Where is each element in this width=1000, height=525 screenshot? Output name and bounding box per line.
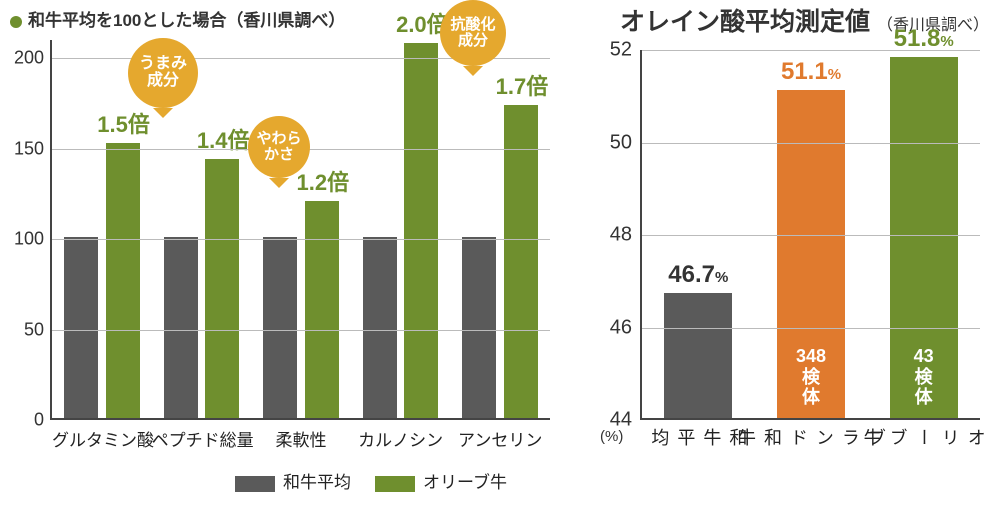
legend-label: 和牛平均: [283, 473, 351, 492]
y-tick-label: 46: [610, 316, 642, 339]
right-bars: 46.7%和牛平均348検体51.1%ブランド和牛43検体51.8%オリーブ牛: [642, 50, 980, 418]
legend-item: オリーブ牛: [375, 468, 507, 493]
legend: 和牛平均 オリーブ牛: [235, 468, 507, 493]
callout-bubble: うまみ成分: [128, 38, 198, 108]
bar: 43検体: [890, 57, 958, 418]
bar-value-label: 1.7倍: [492, 69, 552, 101]
right-plot-area: 46.7%和牛平均348検体51.1%ブランド和牛43検体51.8%オリーブ牛 …: [640, 50, 980, 420]
bar-group: 2.0倍カルノシン: [351, 40, 451, 418]
bar-value-label: 1.4倍: [193, 123, 253, 155]
y-tick-label: 48: [610, 224, 642, 247]
bar-group: 43検体51.8%オリーブ牛: [867, 50, 980, 418]
y-tick-label: 150: [14, 138, 52, 159]
x-tick-label: 柔軟性: [251, 418, 351, 451]
callout-bubble: 抗酸化成分: [440, 0, 506, 66]
x-tick-label: ペプチド総量: [152, 418, 252, 451]
legend-swatch: [375, 476, 415, 492]
y-tick-label: 50: [610, 131, 642, 154]
x-tick-label: カルノシン: [351, 418, 451, 451]
bar-value-label: 51.1%: [781, 58, 841, 86]
right-unit: (%): [600, 428, 623, 445]
bar-olive: [305, 201, 339, 418]
y-tick-label: 100: [14, 229, 52, 250]
left-bars: 1.5倍グルタミン酸1.4倍ペプチド総量1.2倍柔軟性2.0倍カルノシン1.7倍…: [52, 40, 550, 418]
bar-wagyu: [64, 237, 98, 418]
bullet-icon: [10, 16, 22, 28]
bar-wagyu: [462, 237, 496, 418]
y-tick-label: 50: [24, 319, 52, 340]
y-tick-label: 52: [610, 39, 642, 62]
bar-group: 46.7%和牛平均: [642, 50, 755, 418]
left-title-text: 和牛平均を100とした場合（香川県調べ）: [28, 11, 345, 30]
x-tick-label: グルタミン酸: [52, 418, 152, 451]
bar-value-label: 1.2倍: [293, 165, 353, 197]
bar-olive: [404, 43, 438, 418]
bar-olive: [106, 143, 140, 418]
left-plot-area: 1.5倍グルタミン酸1.4倍ペプチド総量1.2倍柔軟性2.0倍カルノシン1.7倍…: [50, 40, 550, 420]
bar-olive: [504, 105, 538, 418]
left-chart: 和牛平均を100とした場合（香川県調べ） 1.5倍グルタミン酸 1.4倍ペプチド総…: [0, 0, 580, 525]
legend-label: オリーブ牛: [423, 473, 507, 492]
legend-item: 和牛平均: [235, 468, 351, 493]
y-tick-label: 200: [14, 48, 52, 69]
bar-olive: [205, 159, 239, 418]
bar-wagyu: [363, 237, 397, 418]
right-chart: オレイン酸平均測定値 （香川県調べ） 46.7%和牛平均348検体51.1%ブラ…: [580, 0, 1000, 525]
bar-wagyu: [164, 237, 198, 418]
bar-sample-count: 348検体: [794, 346, 828, 408]
bar-value-label: 1.5倍: [94, 107, 154, 139]
bar-wagyu: [263, 237, 297, 418]
callout-bubble: やわらかさ: [248, 116, 310, 178]
x-tick-label: オリーブ牛: [859, 418, 989, 447]
left-title: 和牛平均を100とした場合（香川県調べ）: [10, 6, 345, 31]
bar-group: 1.7倍アンセリン: [450, 40, 550, 418]
bar-value-label: 46.7%: [668, 261, 728, 289]
bar-sample-count: 43検体: [907, 346, 941, 408]
legend-swatch: [235, 476, 275, 492]
bar: [664, 293, 732, 418]
bar-group: 348検体51.1%ブランド和牛: [755, 50, 868, 418]
right-title-main: オレイン酸平均測定値: [620, 8, 870, 36]
x-tick-label: アンセリン: [450, 418, 550, 451]
bar-group: 1.2倍柔軟性: [251, 40, 351, 418]
bar: 348検体: [777, 90, 845, 418]
y-tick-label: 0: [34, 410, 52, 431]
